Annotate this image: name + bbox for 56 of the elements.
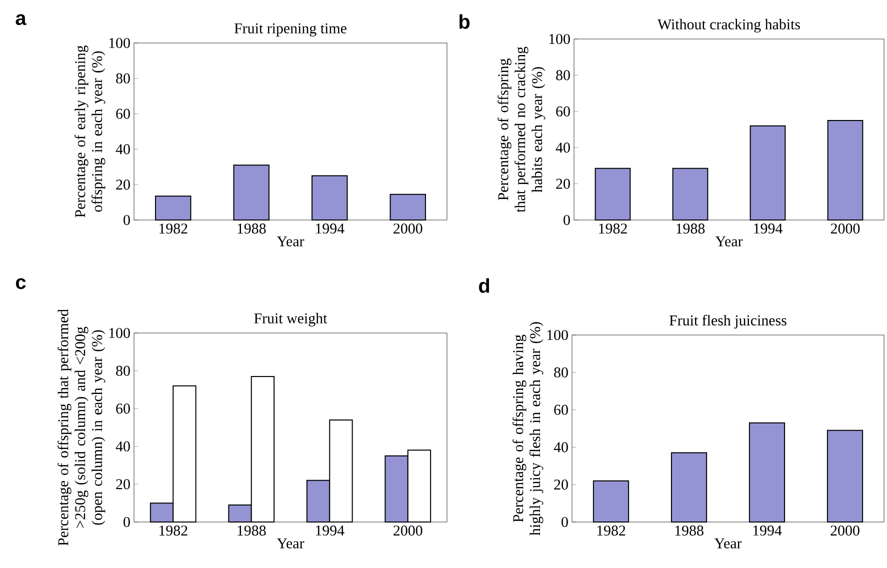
y-tick-label: 60 bbox=[554, 404, 568, 415]
x-tick-label: 1982 bbox=[159, 224, 188, 234]
y-tick-label: 100 bbox=[109, 38, 130, 48]
y-axis-title: Percentage of early ripening offspring in each year (%) bbox=[74, 45, 106, 218]
x-axis-title: Year bbox=[714, 538, 742, 548]
y-axis-title: Percentage of offspring that performed >250g (solid column) and <200g (open column) in each year (%) bbox=[58, 309, 106, 546]
text: a bbox=[16, 14, 26, 26]
x-tick-label: 1982 bbox=[597, 526, 626, 536]
y-axis-title: Percentage of offspring that performed no cracking habits each year (%) bbox=[498, 46, 546, 212]
y-tick-label: 0 bbox=[564, 214, 570, 226]
x-tick-label: 1982 bbox=[159, 526, 188, 536]
y-tick-label: 100 bbox=[547, 330, 568, 340]
x-tick-label: 2000 bbox=[830, 224, 860, 234]
y-tick-label: 20 bbox=[116, 180, 130, 190]
y-tick-label: 20 bbox=[556, 178, 570, 189]
y-tick-label: 40 bbox=[116, 441, 130, 452]
x-tick-label: 1994 bbox=[754, 224, 782, 234]
chart-title: Fruit ripening time bbox=[234, 23, 346, 36]
chart-title: Without cracking habits bbox=[658, 18, 800, 32]
x-axis-title: Year bbox=[715, 236, 743, 246]
y-tick-label: 60 bbox=[116, 404, 130, 414]
y-tick-label: 80 bbox=[554, 367, 568, 378]
y-tick-label: 100 bbox=[109, 328, 130, 338]
x-tick-label: 2000 bbox=[830, 526, 860, 536]
text: c bbox=[16, 278, 26, 290]
x-tick-label: 1988 bbox=[238, 526, 266, 536]
x-axis-title: Year bbox=[276, 236, 304, 246]
y-tick-label: 60 bbox=[556, 106, 570, 116]
y-tick-label: 80 bbox=[116, 73, 130, 84]
chart-title: Fruit weight bbox=[254, 312, 328, 326]
x-axis-title: Year bbox=[276, 538, 304, 548]
y-tick-label: 40 bbox=[116, 144, 130, 154]
x-tick-label: 2000 bbox=[394, 224, 422, 234]
y-tick-label: 60 bbox=[116, 108, 130, 119]
x-tick-label: 1994 bbox=[316, 224, 344, 234]
y-tick-label: 0 bbox=[562, 516, 568, 528]
text: d bbox=[479, 278, 490, 293]
y-axis-title: Percentage of offspring having highly juicy flesh in each year (%) bbox=[512, 322, 544, 536]
x-tick-label: 1988 bbox=[676, 224, 705, 234]
y-tick-label: 20 bbox=[554, 480, 568, 490]
y-tick-label: 0 bbox=[124, 214, 130, 226]
x-tick-label: 1988 bbox=[238, 224, 266, 234]
y-tick-label: 20 bbox=[116, 479, 130, 490]
text: b bbox=[460, 14, 470, 29]
y-tick-label: 0 bbox=[124, 516, 130, 528]
y-tick-label: 40 bbox=[556, 142, 570, 153]
x-tick-label: 1994 bbox=[753, 526, 782, 536]
y-tick-label: 40 bbox=[554, 442, 568, 452]
chart-title: Fruit flesh juiciness bbox=[670, 314, 786, 329]
x-tick-label: 1988 bbox=[675, 526, 704, 536]
x-tick-label: 1982 bbox=[599, 224, 627, 234]
x-tick-label: 2000 bbox=[394, 526, 422, 536]
y-tick-label: 100 bbox=[549, 34, 570, 44]
x-tick-label: 1994 bbox=[316, 526, 344, 536]
y-tick-label: 80 bbox=[556, 70, 570, 80]
y-tick-label: 80 bbox=[116, 366, 130, 376]
